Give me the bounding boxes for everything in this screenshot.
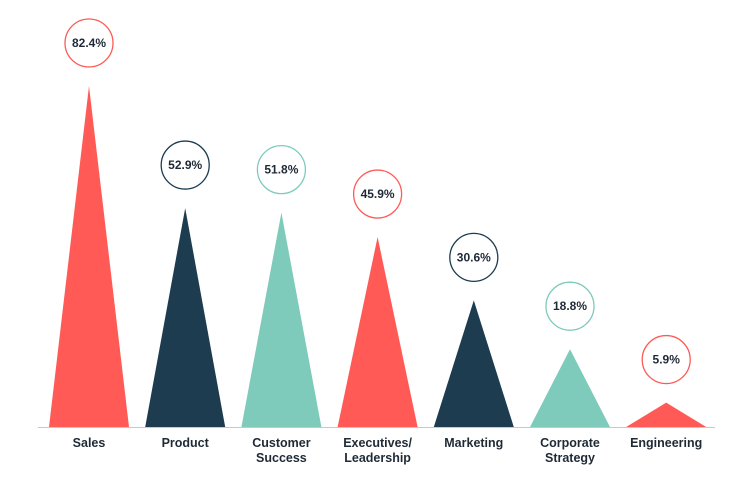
category-label: Engineering <box>616 436 716 451</box>
value-bubble <box>641 334 691 385</box>
category-label-line: Product <box>161 436 209 450</box>
data-label: 30.6% <box>457 250 491 264</box>
category-label: Customer Success <box>231 436 331 466</box>
data-label: 51.8% <box>264 163 298 177</box>
category-label-line: Sales <box>72 436 106 450</box>
bar-triangle <box>626 402 707 427</box>
category-label-line: Corporate <box>540 436 600 450</box>
value-bubble <box>160 140 210 190</box>
bar-triangle <box>241 212 322 427</box>
data-label: 82.4% <box>72 36 106 50</box>
value-bubble <box>352 169 403 219</box>
data-label: 5.9% <box>653 353 681 367</box>
value-bubble <box>449 232 499 283</box>
bar-triangle <box>49 86 129 427</box>
category-label: Sales <box>39 436 139 451</box>
category-label-line: Marketing <box>444 436 504 450</box>
bar-triangle <box>530 349 610 427</box>
category-label-line: Success <box>256 451 307 465</box>
bar-triangle <box>433 300 514 427</box>
value-bubble <box>64 18 114 68</box>
data-label: 45.9% <box>361 187 395 201</box>
category-label: Marketing <box>424 436 524 451</box>
value-bubble <box>545 281 595 331</box>
category-label-line: Executives/ <box>343 436 412 450</box>
data-label: 18.8% <box>553 299 587 313</box>
data-label: 52.9% <box>168 158 202 172</box>
category-label: Corporate Strategy <box>520 436 620 466</box>
category-label: Executives/Leadership <box>328 436 428 466</box>
bar-triangle <box>145 208 226 427</box>
bar-triangle <box>337 237 418 427</box>
value-bubble <box>256 144 307 195</box>
category-label-line: Engineering <box>630 436 703 450</box>
category-label-line: Customer <box>252 436 311 450</box>
category-label-line: Strategy <box>544 451 596 465</box>
category-label-line: Leadership <box>344 451 411 465</box>
category-label: Product <box>135 436 235 451</box>
